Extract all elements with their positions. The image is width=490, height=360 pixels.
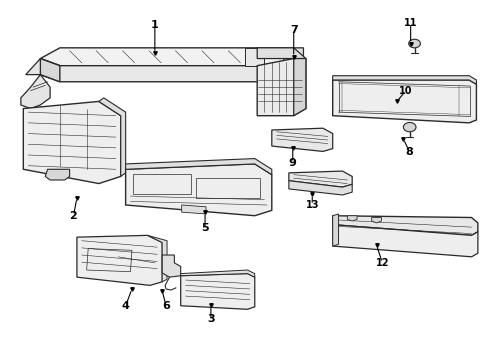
Text: 1: 1: [151, 19, 159, 30]
Polygon shape: [284, 48, 303, 66]
Text: 3: 3: [207, 314, 215, 324]
Polygon shape: [40, 59, 60, 82]
Polygon shape: [147, 235, 167, 282]
Polygon shape: [181, 270, 255, 277]
Polygon shape: [24, 102, 121, 184]
Text: 13: 13: [305, 200, 319, 210]
Bar: [87, 249, 132, 272]
Polygon shape: [272, 128, 333, 152]
Polygon shape: [21, 59, 50, 109]
Polygon shape: [372, 217, 381, 223]
Text: 10: 10: [399, 86, 413, 96]
Bar: [133, 174, 192, 194]
Text: 7: 7: [290, 25, 297, 35]
Polygon shape: [289, 181, 352, 195]
Polygon shape: [182, 205, 206, 214]
Polygon shape: [40, 59, 303, 82]
Circle shape: [403, 122, 416, 132]
Text: 2: 2: [70, 211, 77, 221]
Circle shape: [409, 39, 420, 48]
Polygon shape: [289, 171, 352, 187]
Polygon shape: [125, 164, 272, 216]
Polygon shape: [257, 59, 306, 116]
Polygon shape: [294, 59, 306, 116]
Polygon shape: [245, 48, 265, 66]
Text: 11: 11: [404, 18, 417, 28]
Bar: [196, 178, 260, 198]
Text: 4: 4: [122, 301, 129, 311]
Polygon shape: [257, 48, 306, 59]
Text: 12: 12: [376, 258, 389, 268]
Text: 8: 8: [406, 147, 414, 157]
Polygon shape: [125, 158, 272, 175]
Polygon shape: [77, 235, 162, 285]
Polygon shape: [45, 169, 70, 180]
Polygon shape: [333, 80, 476, 123]
Polygon shape: [99, 98, 125, 176]
Polygon shape: [333, 76, 476, 84]
Polygon shape: [40, 48, 303, 66]
Polygon shape: [181, 274, 255, 309]
Polygon shape: [333, 214, 339, 246]
Polygon shape: [333, 216, 478, 235]
Text: 5: 5: [201, 223, 209, 233]
Polygon shape: [162, 255, 181, 277]
Text: 6: 6: [162, 301, 170, 311]
Polygon shape: [347, 216, 357, 221]
Polygon shape: [333, 225, 478, 257]
Text: 9: 9: [289, 158, 296, 168]
